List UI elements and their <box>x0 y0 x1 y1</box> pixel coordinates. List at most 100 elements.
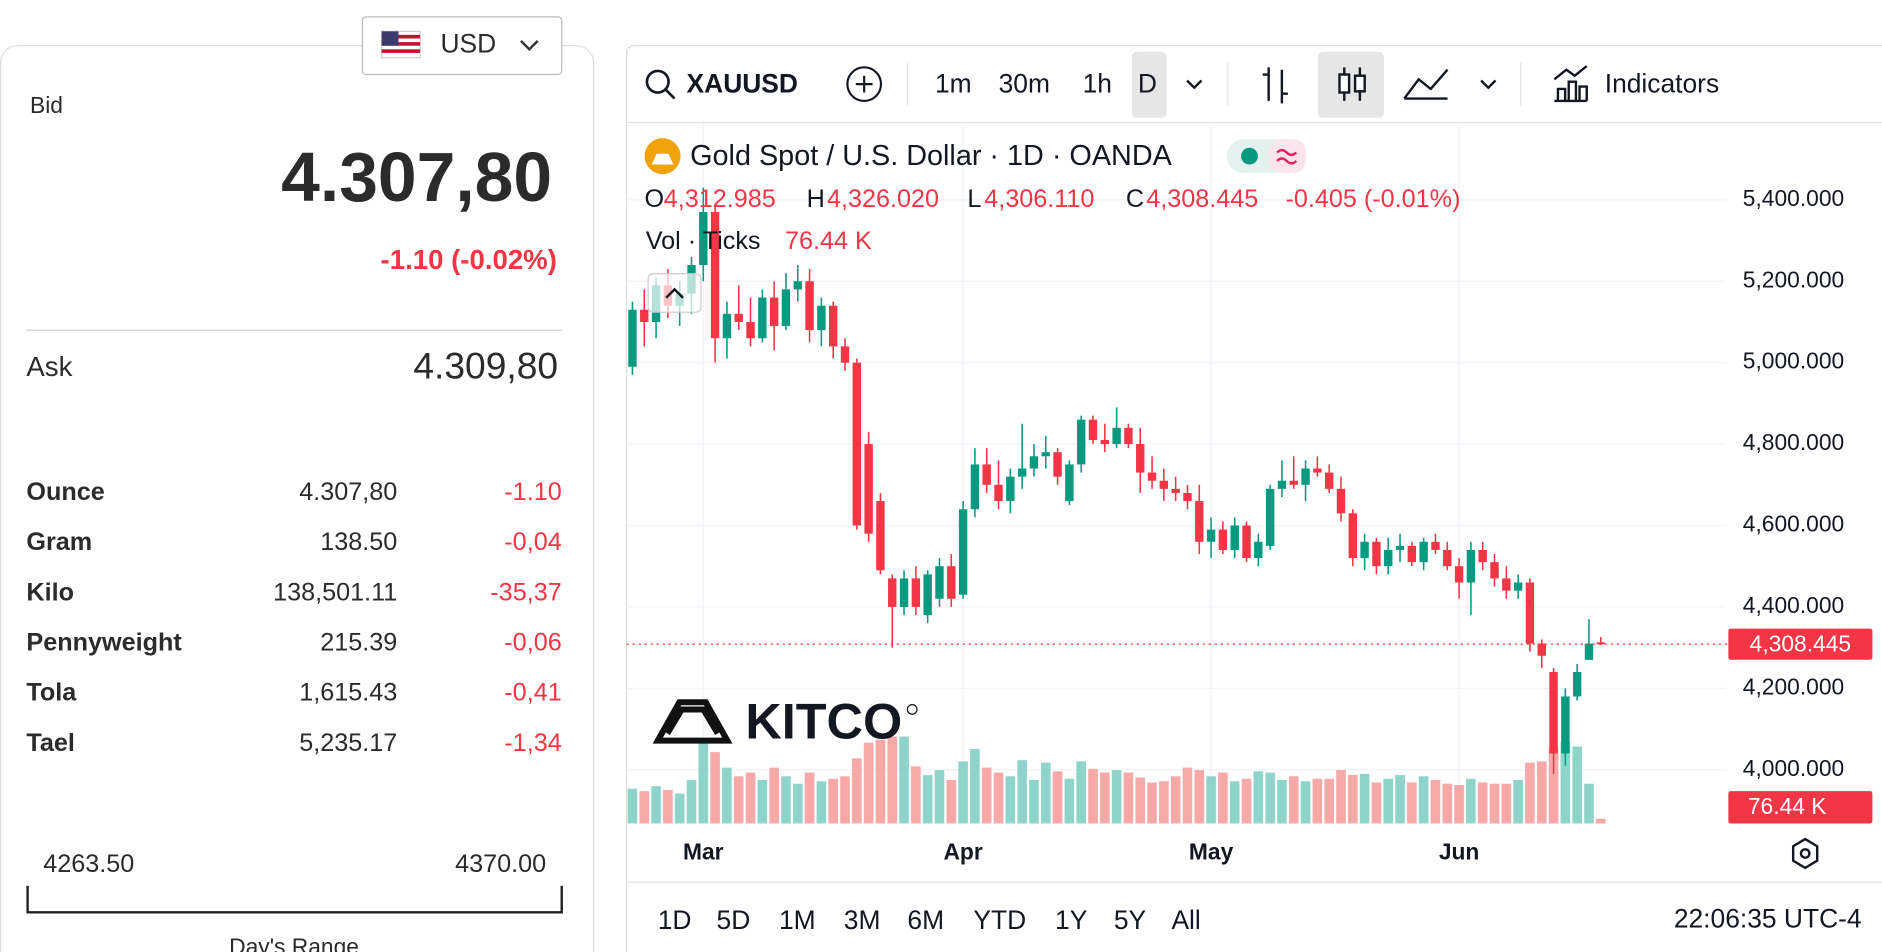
candle-body <box>1041 452 1050 457</box>
plus <box>855 75 873 93</box>
candle-body <box>1431 541 1440 550</box>
volume-bar <box>639 791 650 824</box>
symbol[interactable]: XAUUSD <box>687 68 798 98</box>
candle-body <box>1017 468 1027 477</box>
bars-icon[interactable] <box>1262 67 1288 104</box>
price-tag <box>1728 628 1873 660</box>
volume-bar <box>1100 772 1110 824</box>
indicators[interactable]: Indicators <box>1605 68 1719 98</box>
volume-bar <box>828 778 838 824</box>
flag-stripe <box>381 42 421 46</box>
unit-table: Ounce 4.307,80 -1.10 Gram 138.50 -0,04 Kilo 138… <box>26 478 561 757</box>
candle-body <box>734 313 743 322</box>
volume-bar <box>840 776 850 824</box>
y-tick-label: 4,600.000 <box>1743 511 1844 537</box>
volume-bar <box>970 748 980 824</box>
chart-legend: Gold Spot / U.S. Dollar · 1D · OANDA O 4… <box>644 138 1460 749</box>
interval[interactable]: 1m <box>935 68 972 98</box>
candle-body <box>1065 464 1074 502</box>
candle-body <box>793 281 802 290</box>
volume-bar <box>1170 776 1181 824</box>
volume-bar <box>981 767 992 824</box>
candle-body <box>888 578 897 607</box>
candle-body <box>1372 541 1381 567</box>
candle-body <box>935 566 944 599</box>
y-tick-label: 5,200.000 <box>1743 266 1844 292</box>
area-icon[interactable] <box>1403 68 1449 100</box>
price-tag-label: 4,308.445 <box>1750 630 1851 656</box>
style-menu[interactable] <box>1480 79 1497 90</box>
candle-body <box>781 289 791 327</box>
range-button[interactable]: All <box>1171 905 1200 935</box>
collapse-button[interactable] <box>647 273 702 313</box>
range-button[interactable]: 5Y <box>1114 905 1147 935</box>
range-button[interactable]: 6M <box>907 905 944 935</box>
candle-body <box>1124 427 1133 445</box>
range-button[interactable]: 1D <box>658 905 692 935</box>
indicators-icon[interactable] <box>1553 65 1588 103</box>
volume-bar <box>863 742 874 824</box>
y-tick-label: 5,400.000 <box>1743 185 1844 211</box>
settings-icon <box>1799 848 1811 859</box>
unit-label: Pennyweight <box>26 629 182 657</box>
unit-price: 4.307,80 <box>299 478 397 506</box>
candle-body <box>805 281 814 331</box>
volume-bar <box>1182 767 1193 824</box>
volume-bar <box>1560 741 1571 824</box>
currency-select[interactable]: USD <box>361 16 563 76</box>
unit-change: -0,41 <box>504 679 561 707</box>
chevron <box>520 40 539 52</box>
volume-bar <box>1430 780 1441 824</box>
ohlc-value: 4,326.020 <box>827 185 939 213</box>
interval[interactable]: D <box>1138 68 1157 98</box>
volume-bar <box>1395 775 1405 824</box>
volume-title: Vol · Ticks <box>646 227 761 255</box>
range-button[interactable]: 5D <box>717 905 751 935</box>
candle-body <box>1419 541 1428 563</box>
candle-icon <box>1353 74 1366 93</box>
candle-body <box>640 309 649 322</box>
volume-bar <box>1383 778 1394 824</box>
interval[interactable]: 1h <box>1083 68 1112 98</box>
candle-body <box>758 297 767 339</box>
add-symbol[interactable] <box>846 66 883 103</box>
volume-bar <box>769 767 779 824</box>
candle-body <box>1407 545 1417 563</box>
candle-body <box>1100 440 1110 445</box>
volume-bar <box>911 766 921 824</box>
unit-change: -35,37 <box>490 578 561 606</box>
range-button[interactable]: 1M <box>779 905 816 935</box>
candle-body <box>1088 419 1098 441</box>
volume-bar <box>1371 782 1382 824</box>
candle-body <box>1549 672 1558 754</box>
currency[interactable]: USD <box>440 29 496 59</box>
volume-bar <box>1017 760 1027 824</box>
flag-canton <box>381 31 399 46</box>
unit-price: 215.39 <box>320 629 397 657</box>
candle-body <box>746 321 755 339</box>
unit-price: 1,615.43 <box>299 679 397 707</box>
candle-body <box>852 362 862 526</box>
volume-bar <box>946 780 957 824</box>
settings-icon[interactable] <box>1791 837 1819 870</box>
range-button[interactable]: 3M <box>844 905 881 935</box>
y-tick-label: 4,000.000 <box>1743 755 1844 781</box>
candle-body <box>1029 456 1039 469</box>
volume-bar <box>1336 770 1346 824</box>
interval[interactable]: 30m <box>999 68 1050 98</box>
candle-body <box>1466 549 1476 583</box>
volume-bar <box>1312 778 1323 824</box>
search-icon[interactable] <box>645 69 670 94</box>
bid-change: -1.10 (-0.02%) <box>381 244 557 275</box>
volume-bar <box>1466 778 1476 824</box>
volume-bar <box>1159 781 1169 824</box>
range-button[interactable]: 1Y <box>1055 905 1088 935</box>
range-button[interactable]: YTD <box>973 905 1026 935</box>
candle-icon <box>1338 73 1351 94</box>
interval-menu[interactable] <box>1186 79 1203 90</box>
candle-body <box>970 464 980 510</box>
volume-bar <box>1241 778 1252 824</box>
volume-bar <box>1501 783 1512 824</box>
candle-body <box>947 566 956 599</box>
